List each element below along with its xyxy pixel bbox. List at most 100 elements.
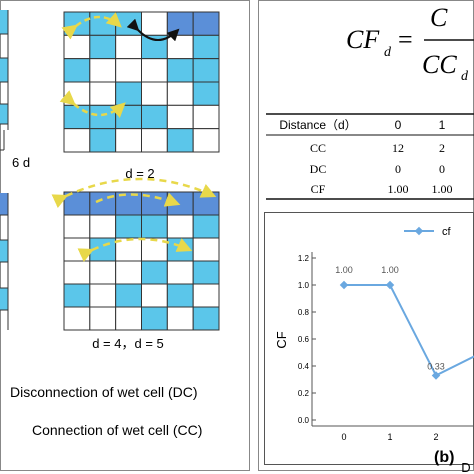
dry-cell	[115, 306, 142, 331]
table-cell: 12	[392, 141, 404, 155]
data-point	[385, 280, 395, 290]
wet-cell	[115, 11, 142, 36]
dry-cell	[166, 104, 194, 130]
dry-cell	[115, 260, 142, 285]
wet-cell	[89, 128, 117, 153]
dry-cell	[141, 58, 168, 83]
dry-cell	[166, 81, 194, 106]
dry-cell	[89, 214, 117, 239]
data-label: 1.00	[381, 265, 399, 275]
wet-cell	[141, 306, 168, 331]
legend-marker	[414, 226, 424, 236]
partial-grid-top-left	[0, 10, 9, 130]
partial-grid-bottom-left	[0, 193, 9, 330]
yellow-arrow-top-2	[59, 90, 126, 118]
dry-cell	[192, 104, 220, 130]
x-tick-label: 2	[433, 432, 438, 442]
dry-cell	[89, 306, 117, 331]
formula-eq: =	[398, 25, 413, 54]
yellow-arrow-bot-1	[51, 177, 217, 209]
dry-cell	[89, 283, 117, 308]
table-cell: 2	[439, 141, 445, 155]
six-d-arrow	[0, 130, 5, 151]
wet-cell	[192, 58, 220, 83]
grid-d4-d5	[63, 191, 220, 331]
wet-cell	[63, 104, 91, 130]
y-tick-label: 0.2	[298, 389, 310, 398]
wet-cell	[63, 11, 91, 36]
y-axis-label: CF	[274, 331, 289, 348]
yellow-arrow-bot-2	[95, 192, 181, 207]
wet-cell	[192, 34, 220, 60]
dry-cell	[141, 81, 168, 106]
wet-cell	[166, 191, 194, 216]
table-header-1: 1	[439, 118, 446, 132]
dry-cell	[63, 81, 91, 106]
wet-cell	[63, 283, 91, 308]
dry-cell	[63, 214, 91, 239]
wet-cell	[166, 128, 194, 153]
black-arrow-top	[126, 18, 180, 42]
wet-cell	[115, 214, 142, 239]
y-tick-label: 0.4	[298, 362, 310, 371]
wet-cell	[89, 104, 117, 130]
wet-cell	[141, 260, 168, 285]
wet-cell	[141, 214, 168, 239]
table-row-cf-label: CF	[311, 182, 326, 196]
wet-cell	[192, 191, 220, 216]
formula-den-sub: d	[461, 69, 469, 84]
table-cell: 0	[439, 162, 445, 176]
dry-cell	[63, 128, 91, 153]
dry-cell	[89, 81, 117, 106]
wet-cell	[192, 214, 220, 239]
yellow-arrow-bot-3	[77, 237, 193, 263]
dry-cell	[141, 11, 168, 36]
dry-cell	[115, 128, 142, 153]
x-tick-label: 1	[387, 432, 392, 442]
y-tick-label: 0.6	[298, 335, 310, 344]
chart-legend: cf	[404, 226, 452, 238]
data-point	[339, 280, 349, 290]
wet-cell	[89, 34, 117, 60]
wet-cell	[89, 11, 117, 36]
data-point	[431, 371, 441, 380]
panel-label-b: (b)	[434, 449, 454, 466]
wet-cell	[115, 283, 142, 308]
data-label: 1.00	[335, 265, 353, 275]
dry-cell	[192, 283, 220, 308]
table-header-0: 0	[395, 118, 402, 132]
table-cell: 1.00	[432, 182, 453, 196]
wet-cell	[192, 306, 220, 331]
formula-lhs: CF	[346, 25, 380, 54]
dry-cell	[192, 237, 220, 262]
data-label: 0.33	[427, 361, 445, 371]
wet-cell	[166, 11, 194, 36]
yellow-arrow-top-1	[61, 12, 122, 40]
wet-cell	[192, 11, 220, 36]
label-d4-d5: d = 4，d = 5	[92, 336, 164, 351]
table-cell: 1.00	[388, 182, 409, 196]
dry-cell	[192, 128, 220, 153]
dry-cell	[63, 237, 91, 262]
wet-cell	[115, 104, 142, 130]
cf-table: Distance（d） 0 1 CC 12 2 DC 0 0 CF 1.00 1…	[266, 113, 474, 200]
dry-cell	[166, 214, 194, 239]
dry-cell	[141, 283, 168, 308]
chart-frame	[264, 212, 474, 465]
table-row-dc-label: DC	[310, 162, 327, 176]
series-line-cf	[344, 284, 474, 377]
label-d2: d = 2	[125, 166, 154, 181]
dry-cell	[166, 260, 194, 285]
dry-cell	[115, 58, 142, 83]
wet-cell	[63, 58, 91, 83]
legend-label: cf	[442, 226, 452, 238]
dry-cell	[63, 34, 91, 60]
table-header-distance: Distance（d）	[279, 118, 356, 132]
legend-cc-text: Connection of wet cell (CC)	[32, 422, 202, 438]
label-6d: 6 d	[12, 155, 30, 170]
formula-lhs-sub: d	[384, 45, 392, 60]
cf-formula: CF d = C CC d	[346, 3, 474, 84]
wet-cell	[115, 81, 142, 106]
wet-cell	[166, 283, 194, 308]
